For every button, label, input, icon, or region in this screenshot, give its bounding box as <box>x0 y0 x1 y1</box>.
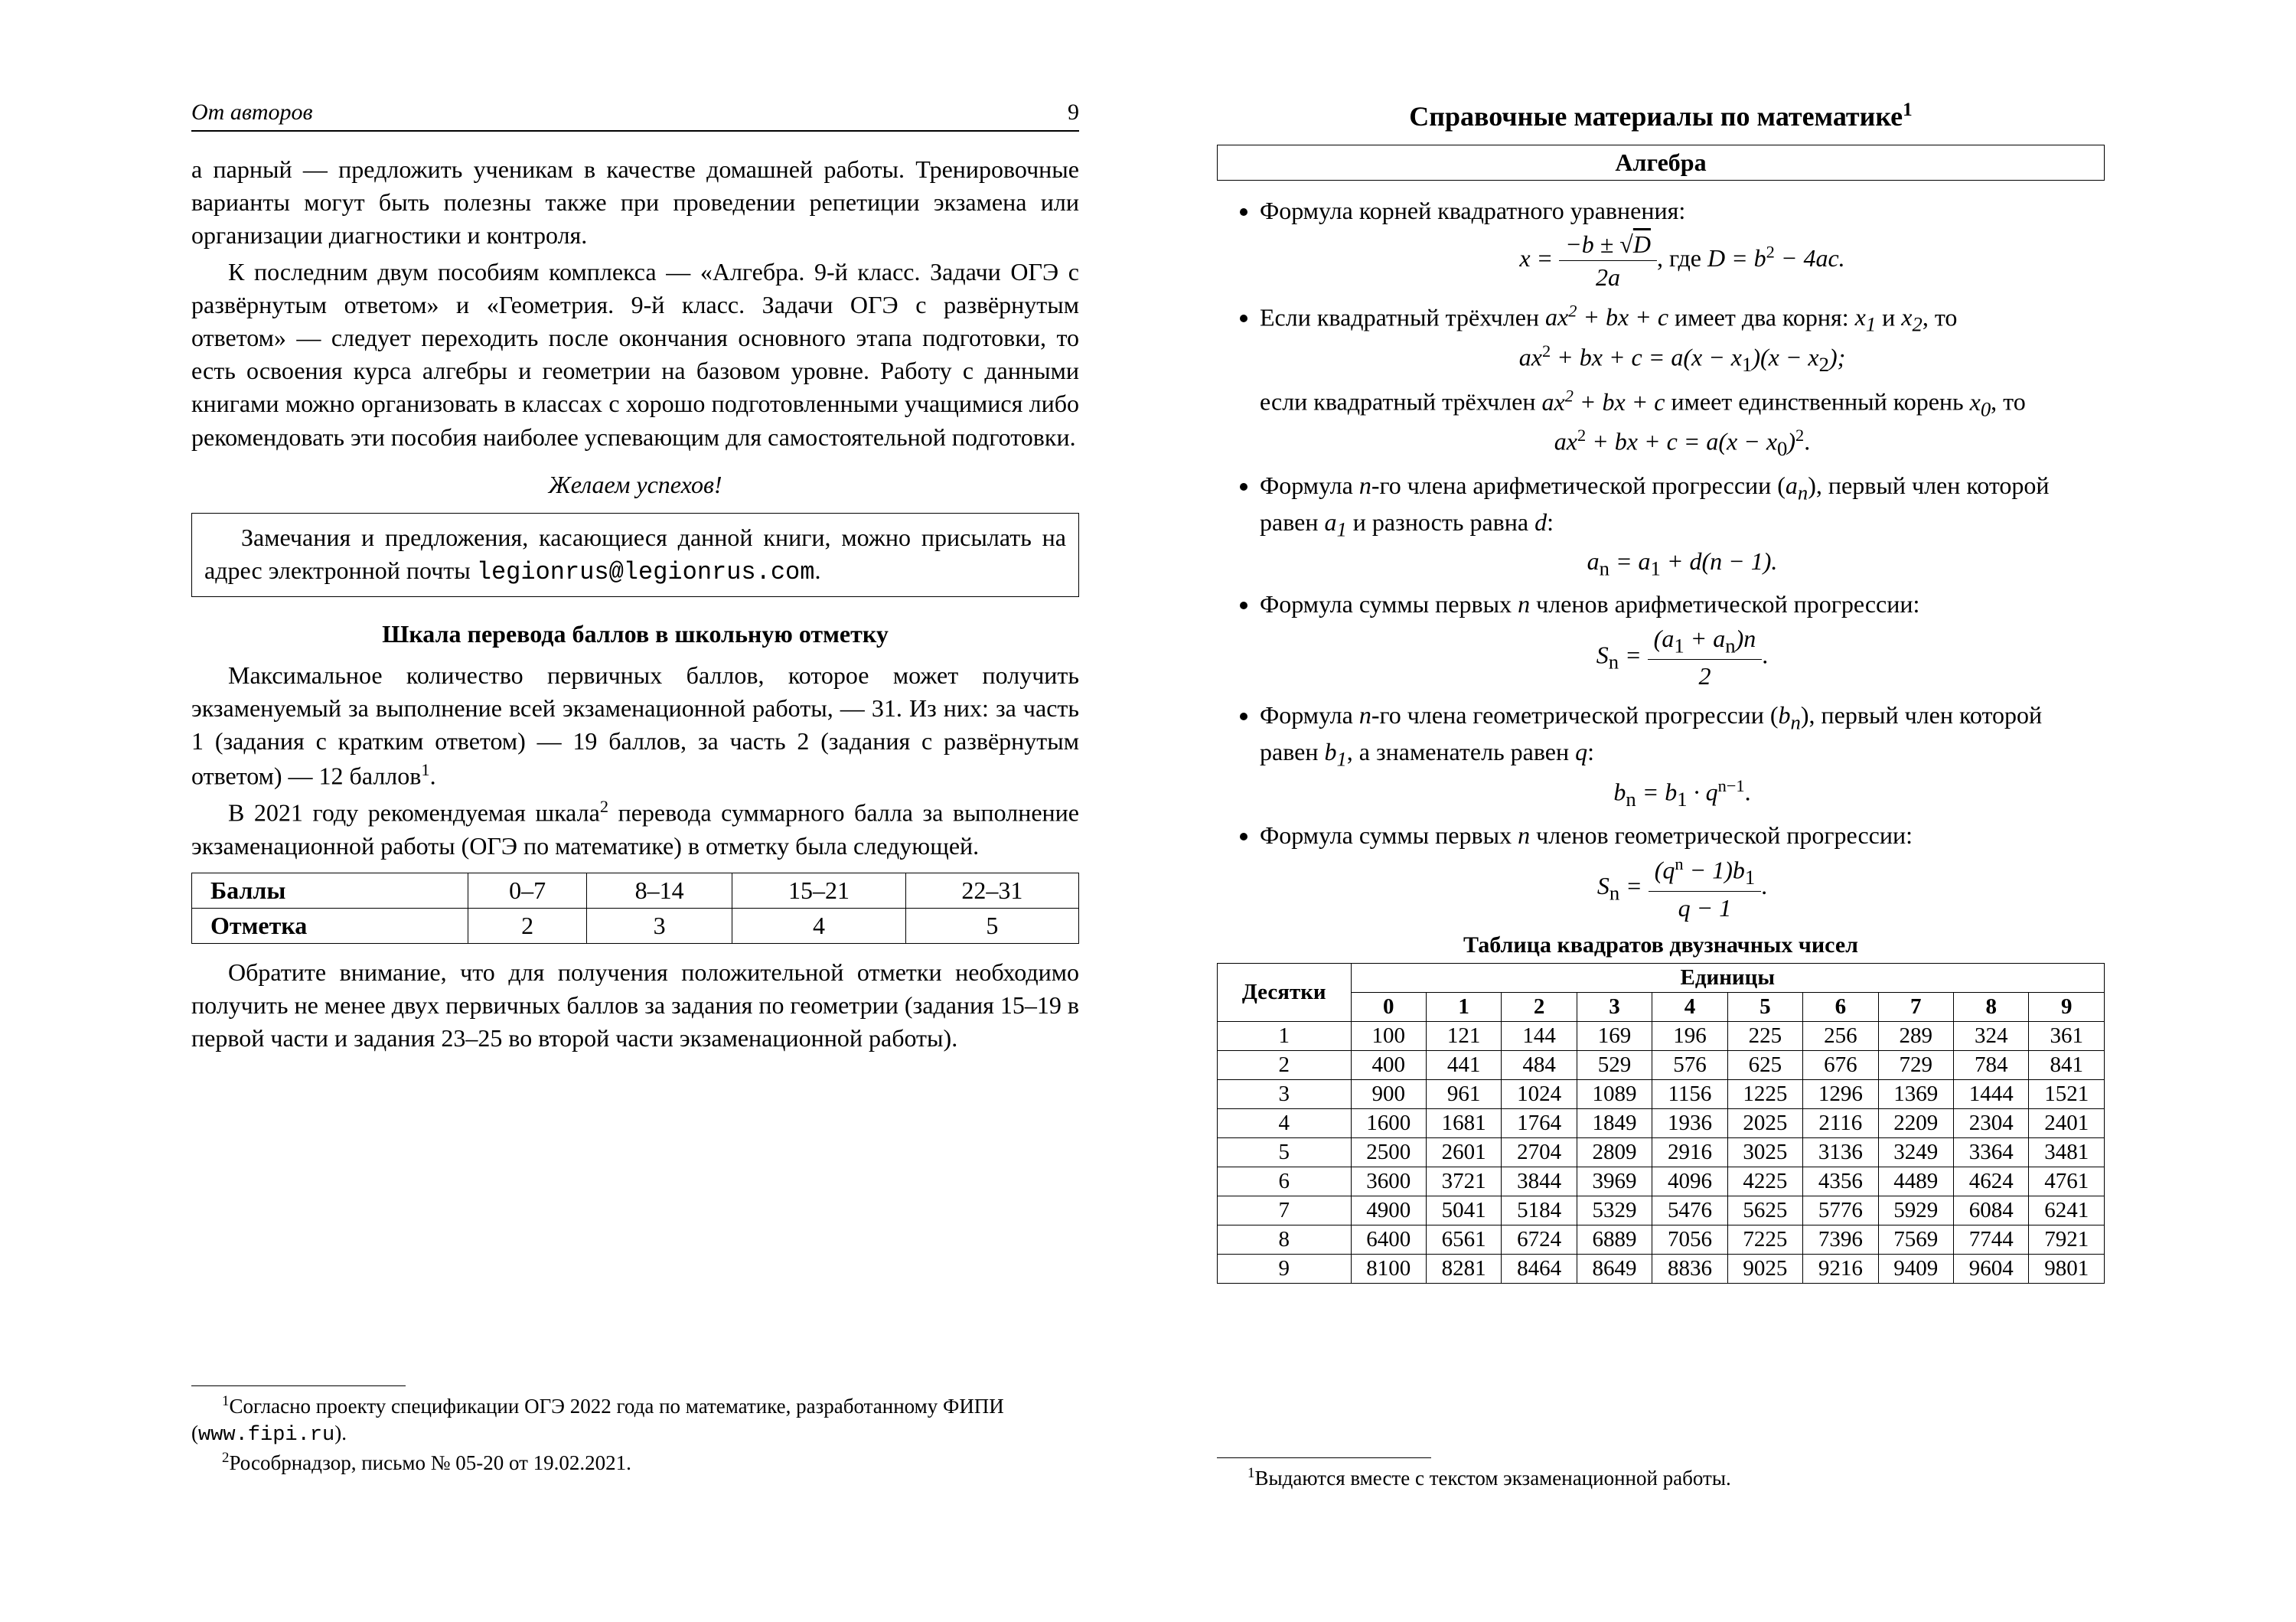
list-item: Формула n-го члена геометрической прогре… <box>1260 699 2105 813</box>
table-row: 6360037213844396940964225435644894624476… <box>1218 1167 2105 1196</box>
section-subhead: Алгебра <box>1217 145 2105 181</box>
table-row: 0123456789 <box>1218 992 2105 1021</box>
table-row: 1100121144169196225256289324361 <box>1218 1021 2105 1050</box>
formula-list: Формула корней квадратного уравнения: x … <box>1217 194 2105 925</box>
column-header: 9 <box>2029 992 2105 1021</box>
column-header: 3 <box>1577 992 1652 1021</box>
body-paragraph: В 2021 году рекомендуемая шкала2 перевод… <box>191 795 1079 863</box>
list-item: Если квадратный трёхчлен ax2 + bx + c им… <box>1260 300 2105 463</box>
email: legionrus@legionrus.com <box>477 558 815 586</box>
table-title: Таблица квадратов двузначных чисел <box>1217 932 2105 958</box>
page-number: 9 <box>1068 100 1079 126</box>
formula: Sn = (qn − 1)b1 q − 1 . <box>1260 853 2105 924</box>
footnote: 1Выдаются вместе с текстом экзаменационн… <box>1217 1464 2105 1492</box>
formula: an = a1 + d(n − 1). <box>1260 545 2105 583</box>
footnote: 2Рособрнадзор, письмо № 05-20 от 19.02.2… <box>191 1449 1079 1477</box>
running-head: От авторов 9 <box>191 100 1079 132</box>
table-row: Баллы 0–7 8–14 15–21 22–31 <box>192 873 1079 908</box>
list-item: Формула суммы первых n членов геометриче… <box>1260 819 2105 925</box>
formula: ax2 + bx + c = a(x − x1)(x − x2); <box>1260 340 2105 378</box>
section-title: Шкала перевода баллов в школьную отметку <box>191 620 1079 648</box>
column-header: 8 <box>1954 992 2029 1021</box>
column-header: 7 <box>1878 992 1953 1021</box>
formula: Sn = (a1 + an)n 2 . <box>1260 622 2105 693</box>
formula: ax2 + bx + c = a(x − x0)2. <box>1260 424 2105 462</box>
units-label: Единицы <box>1351 963 2105 992</box>
squares-table: Десятки Единицы 0123456789 1100121144169… <box>1217 963 2105 1284</box>
list-item: Формула суммы первых n членов арифметиче… <box>1260 588 2105 692</box>
list-item: Формула корней квадратного уравнения: x … <box>1260 194 2105 294</box>
table-row: Отметка 2 3 4 5 <box>192 908 1079 943</box>
column-header: 5 <box>1727 992 1802 1021</box>
column-header: 0 <box>1351 992 1426 1021</box>
running-head-label: От авторов <box>191 100 313 126</box>
list-item: Формула n-го члена арифметической прогре… <box>1260 469 2105 583</box>
column-header: 1 <box>1426 992 1501 1021</box>
footnote-ref: 1 <box>1903 100 1913 120</box>
column-header: 6 <box>1803 992 1878 1021</box>
note-box: Замечания и предложения, касающиеся данн… <box>191 513 1079 597</box>
table-row: 2400441484529576625676729784841 <box>1218 1050 2105 1079</box>
tens-label: Десятки <box>1218 963 1352 1021</box>
footnote-ref: 2 <box>600 797 608 816</box>
body-paragraph: Максимальное количество первичных баллов… <box>191 659 1079 792</box>
formula: x = −b ± √D 2a , где D = b2 − 4ac. <box>1260 228 2105 293</box>
footnote: 1Согласно проекту спецификации ОГЭ 2022 … <box>191 1392 1079 1449</box>
table-row: Десятки Единицы <box>1218 963 2105 992</box>
table-row: 390096110241089115612251296136914441521 <box>1218 1079 2105 1108</box>
footnotes: 1Согласно проекту спецификации ОГЭ 2022 … <box>191 1385 1079 1477</box>
row-label: Отметка <box>192 908 468 943</box>
wish-line: Желаем успехов! <box>191 471 1079 499</box>
table-row: 4160016811764184919362025211622092304240… <box>1218 1108 2105 1137</box>
table-row: 9810082818464864988369025921694099604980… <box>1218 1254 2105 1283</box>
footnote-ref: 1 <box>421 760 429 779</box>
page-title: Справочные материалы по математике1 <box>1217 100 2105 132</box>
table-row: 8640065616724688970567225739675697744792… <box>1218 1225 2105 1254</box>
row-label: Баллы <box>192 873 468 908</box>
body-paragraph: а парный — предложить ученикам в качеств… <box>191 153 1079 253</box>
footnotes: 1Выдаются вместе с текстом экзаменационн… <box>1217 1457 2105 1492</box>
body-paragraph: К последним двум пособиям комплекса — «А… <box>191 256 1079 454</box>
grade-table: Баллы 0–7 8–14 15–21 22–31 Отметка 2 3 4… <box>191 873 1079 944</box>
table-row: 7490050415184532954765625577659296084624… <box>1218 1196 2105 1225</box>
body-paragraph: Обратите внимание, что для получения пол… <box>191 956 1079 1056</box>
table-row: 5250026012704280929163025313632493364348… <box>1218 1137 2105 1167</box>
formula: bn = b1 · qn−1. <box>1260 775 2105 813</box>
column-header: 4 <box>1652 992 1727 1021</box>
column-header: 2 <box>1502 992 1577 1021</box>
